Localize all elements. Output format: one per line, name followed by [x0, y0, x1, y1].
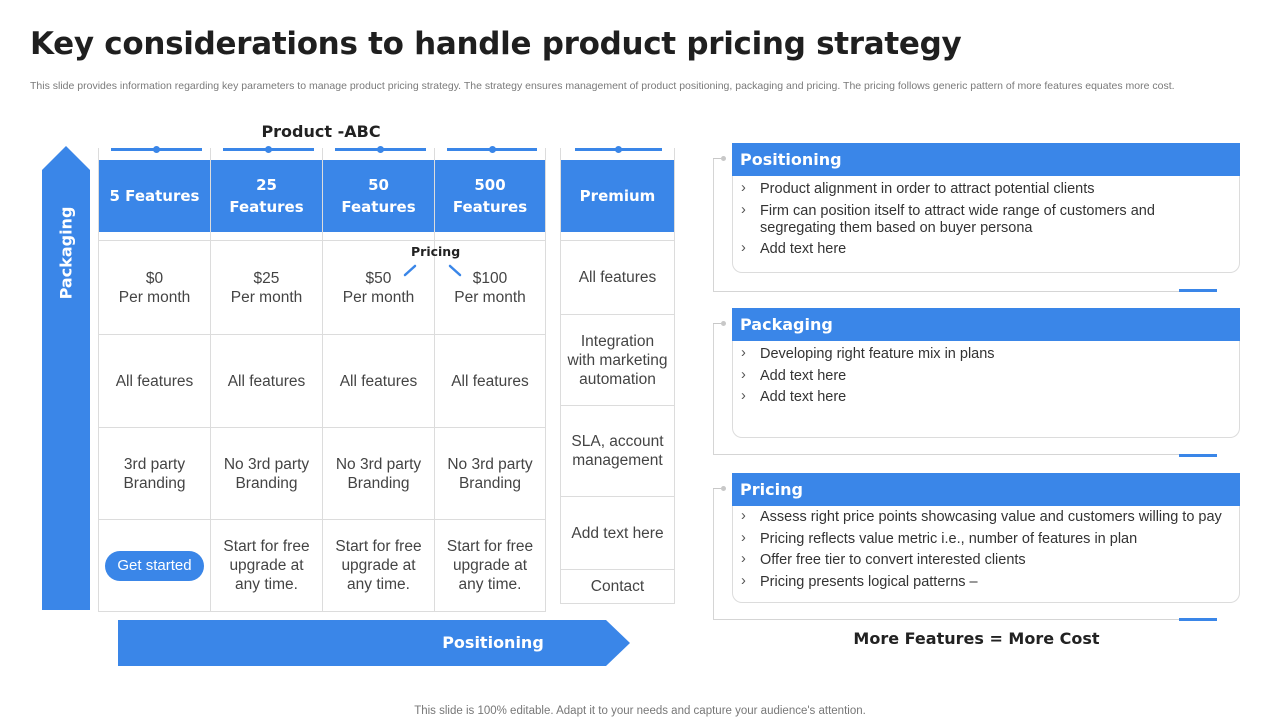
premium-column: Premium All features Integration with ma…	[560, 146, 675, 604]
panel-bullet: Add text here	[741, 367, 1231, 385]
plan-branding: 3rd party Branding	[99, 427, 210, 519]
panel-bullet: Offer free tier to convert interested cl…	[741, 551, 1231, 569]
panel-accent	[1179, 454, 1217, 457]
panel-accent	[1179, 289, 1217, 292]
premium-header: Premium	[561, 160, 674, 232]
panel-bullet: Add text here	[741, 388, 1231, 406]
packaging-up-arrow	[42, 146, 90, 610]
panel-list: Assess right price points showcasing val…	[732, 506, 1240, 603]
price-value: $50	[365, 269, 392, 287]
column-dot	[153, 146, 160, 153]
panel-list: Developing right feature mix in plans Ad…	[732, 341, 1240, 438]
connector-dot-icon	[713, 486, 726, 492]
price-period: Per month	[230, 288, 303, 306]
plan-branding: No 3rd party Branding	[211, 427, 322, 519]
plan-features: All features	[435, 334, 545, 427]
connector-dot-icon	[713, 321, 726, 327]
get-started-button[interactable]: Get started	[105, 550, 204, 581]
plan-features: All features	[211, 334, 322, 427]
price-period: Per month	[342, 288, 415, 306]
plan-column-3: 50 Features $50 Per month All features No…	[322, 146, 434, 612]
panel-title: Packaging	[732, 308, 1240, 341]
premium-item: Integration with marketing automation	[561, 314, 674, 405]
panel-bullet: Assess right price points showcasing val…	[741, 508, 1231, 526]
panel-bullet: Product alignment in order to attract po…	[741, 180, 1231, 198]
premium-item: SLA, account management	[561, 405, 674, 496]
plan-cta: Start for free upgrade at any time.	[435, 519, 545, 612]
panel-title: Positioning	[732, 143, 1240, 176]
plan-header: 500 Features	[435, 160, 545, 232]
premium-item: Add text here	[561, 496, 674, 569]
pricing-panel: Pricing Assess right price points showca…	[713, 473, 1240, 623]
plan-cta: Start for free upgrade at any time.	[323, 519, 434, 612]
plan-header: 50 Features	[323, 160, 434, 232]
panel-list: Product alignment in order to attract po…	[732, 176, 1240, 273]
panel-bullet: Pricing presents logical patterns –	[741, 573, 1231, 591]
plan-column-2: 25 Features $25 Per month All features No…	[210, 146, 322, 612]
plan-cta-cell: Get started	[99, 519, 210, 612]
price-value: $25	[253, 269, 280, 287]
contact-link[interactable]: Contact	[561, 569, 674, 604]
connector-dot-icon	[713, 156, 726, 162]
plan-price: $0 Per month	[99, 240, 210, 334]
plan-branding: No 3rd party Branding	[323, 427, 434, 519]
positioning-axis-label: Positioning	[442, 633, 544, 652]
panel-title: Pricing	[732, 473, 1240, 506]
footer-note: This slide is 100% editable. Adapt it to…	[414, 705, 866, 717]
pricing-pointer-icon	[403, 264, 462, 277]
panel-bullet: Add text here	[741, 240, 1231, 258]
packaging-axis-label: Packaging	[56, 206, 76, 300]
column-dot	[488, 146, 496, 153]
price-value: $0	[145, 269, 164, 287]
plan-branding: No 3rd party Branding	[435, 427, 545, 519]
packaging-panel: Packaging Developing right feature mix i…	[713, 308, 1240, 458]
positioning-right-arrow	[118, 620, 630, 666]
positioning-panel: Positioning Product alignment in order t…	[713, 143, 1240, 293]
plan-features: All features	[323, 334, 434, 427]
price-value: $100	[472, 269, 508, 287]
premium-item: All features	[561, 240, 674, 314]
product-label: Product -ABC	[261, 122, 381, 141]
column-dot	[377, 146, 384, 153]
price-period: Per month	[118, 288, 191, 306]
plan-price: $50 Per month	[323, 240, 434, 334]
panel-accent	[1179, 618, 1217, 621]
plan-cta: Start for free upgrade at any time.	[211, 519, 322, 612]
plan-price: $25 Per month	[211, 240, 322, 334]
column-dot	[265, 146, 272, 153]
plan-header: 5 Features	[99, 160, 210, 232]
pricing-annotation: Pricing	[411, 244, 461, 259]
column-dot	[615, 146, 622, 153]
plan-column-1: 5 Features $0 Per month All features 3rd …	[98, 146, 210, 612]
price-period: Per month	[454, 288, 526, 306]
page-subtitle: This slide provides information regardin…	[30, 80, 1175, 92]
plan-features: All features	[99, 334, 210, 427]
page-title: Key considerations to handle product pri…	[30, 26, 962, 62]
summary-statement: More Features = More Cost	[853, 629, 1100, 648]
panel-bullet: Developing right feature mix in plans	[741, 345, 1231, 363]
plan-header: 25 Features	[211, 160, 322, 232]
plan-column-4: 500 Features $100 Per month All features …	[434, 146, 546, 612]
panel-bullet: Firm can position itself to attract wide…	[741, 202, 1231, 237]
plan-price: $100 Per month	[435, 240, 545, 334]
panel-bullet: Pricing reflects value metric i.e., numb…	[741, 530, 1231, 548]
